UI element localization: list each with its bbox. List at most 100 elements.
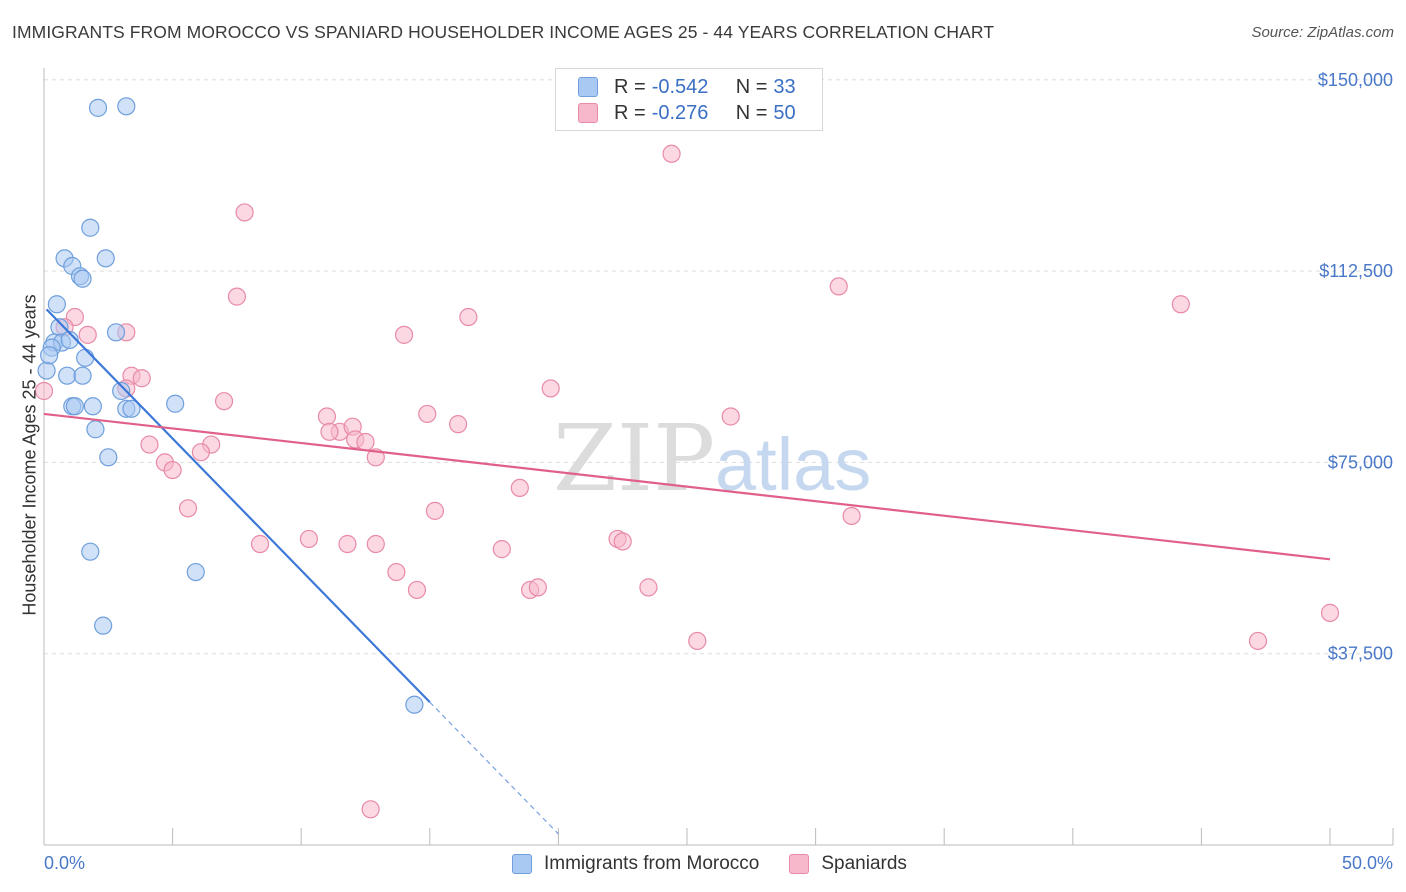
trend-line-spaniards (43, 412, 1331, 561)
point-morocco (60, 330, 79, 350)
point-morocco (76, 348, 95, 367)
legend-swatch-morocco (578, 77, 598, 97)
point-morocco (99, 448, 118, 467)
legend-swatch-spaniards (578, 103, 598, 123)
point-morocco (83, 397, 102, 416)
point-spaniards (250, 534, 270, 554)
point-morocco (81, 218, 100, 237)
point-spaniards (387, 562, 406, 582)
point-spaniards (366, 534, 385, 554)
point-spaniards (721, 407, 740, 426)
point-spaniards (492, 540, 511, 559)
legend-row-morocco: R = -0.542 N = 33 (578, 75, 796, 99)
point-spaniards (191, 443, 210, 462)
point-morocco (117, 97, 136, 116)
point-spaniards (829, 277, 848, 296)
y-tick-label: $112,500 (1319, 261, 1393, 281)
point-morocco (73, 269, 92, 288)
point-spaniards (34, 381, 54, 401)
point-spaniards (132, 369, 151, 388)
point-spaniards (1320, 603, 1340, 622)
y-tick-label: $37,500 (1328, 644, 1393, 664)
point-morocco (186, 562, 205, 582)
axes (43, 68, 1394, 846)
point-morocco (40, 346, 59, 365)
point-spaniards (320, 422, 339, 441)
point-spaniards (510, 478, 529, 498)
legend-swatch-spaniards (789, 854, 810, 874)
point-morocco (106, 323, 126, 342)
x-tick-labels: 0.0% 50.0% (44, 853, 1393, 873)
x-tick-label: 0.0% (44, 853, 85, 873)
point-spaniards (407, 580, 427, 600)
point-spaniards (613, 532, 632, 551)
grid (44, 79, 1393, 655)
trend-line-morocco (45, 308, 431, 703)
r-value-spaniards: -0.276 (651, 101, 709, 124)
n-label: N = (735, 101, 768, 124)
point-spaniards (140, 435, 159, 454)
y-tick-label: $75,000 (1328, 452, 1393, 472)
point-morocco (81, 542, 100, 561)
point-spaniards (425, 501, 445, 520)
point-morocco (37, 361, 56, 380)
point-spaniards (688, 631, 707, 651)
point-morocco (112, 381, 131, 401)
point-spaniards (338, 534, 357, 554)
n-label: N = (735, 75, 768, 98)
trend-lines (43, 308, 1331, 835)
legend-item-morocco: Immigrants from Morocco (512, 853, 759, 875)
point-spaniards (639, 578, 658, 597)
point-morocco (88, 98, 108, 117)
point-morocco (405, 695, 424, 714)
point-spaniards (317, 407, 337, 426)
point-spaniards (528, 578, 547, 597)
point-spaniards (361, 800, 380, 819)
watermark: ZIP atlas (553, 405, 871, 512)
point-morocco (73, 366, 92, 385)
point-spaniards (541, 379, 560, 398)
n-value-morocco: 33 (773, 75, 796, 98)
point-spaniards (227, 287, 246, 306)
legend-label-spaniards: Spaniards (821, 853, 907, 874)
point-spaniards (1248, 631, 1268, 651)
point-morocco (86, 420, 105, 439)
data-points (34, 97, 1340, 819)
point-spaniards (662, 144, 681, 163)
point-spaniards (459, 307, 478, 327)
point-spaniards (235, 203, 254, 222)
trend-line-morocco-extension (429, 701, 559, 835)
y-tick-labels: $37,500 $75,000 $112,500 $150,000 (1318, 70, 1393, 664)
watermark-zip: ZIP (553, 405, 715, 512)
source-credit: Source: ZipAtlas.com (1251, 24, 1394, 41)
x-tick-label: 50.0% (1342, 853, 1393, 873)
point-morocco (58, 366, 77, 385)
point-spaniards (394, 325, 414, 344)
point-spaniards (299, 529, 319, 549)
y-axis-title: Householder Income Ages 25 - 44 years (19, 294, 40, 616)
r-value-morocco: -0.542 (651, 75, 709, 98)
legend-row-spaniards: R = -0.276 N = 50 (578, 101, 796, 125)
point-spaniards (356, 432, 375, 452)
point-spaniards (78, 325, 97, 344)
point-morocco (96, 249, 115, 268)
point-spaniards (214, 392, 234, 411)
point-morocco (47, 295, 66, 314)
point-morocco (122, 399, 141, 418)
point-spaniards (448, 415, 468, 434)
correlation-legend: R = -0.542 N = 33 R = -0.276 N = 50 (555, 68, 823, 131)
r-label: R = (614, 75, 646, 98)
legend-item-spaniards: Spaniards (789, 853, 907, 875)
series-legend: Immigrants from Morocco Spaniards (512, 852, 937, 876)
n-value-spaniards: 50 (773, 101, 796, 124)
legend-swatch-morocco (512, 854, 532, 874)
point-spaniards (366, 448, 385, 467)
point-spaniards (1171, 295, 1190, 314)
point-spaniards (418, 404, 437, 424)
point-morocco (94, 616, 113, 635)
chart-title: IMMIGRANTS FROM MOROCCO VS SPANIARD HOUS… (12, 22, 995, 42)
y-tick-label: $150,000 (1318, 70, 1393, 90)
legend-label-morocco: Immigrants from Morocco (544, 853, 760, 874)
point-spaniards (842, 506, 861, 526)
